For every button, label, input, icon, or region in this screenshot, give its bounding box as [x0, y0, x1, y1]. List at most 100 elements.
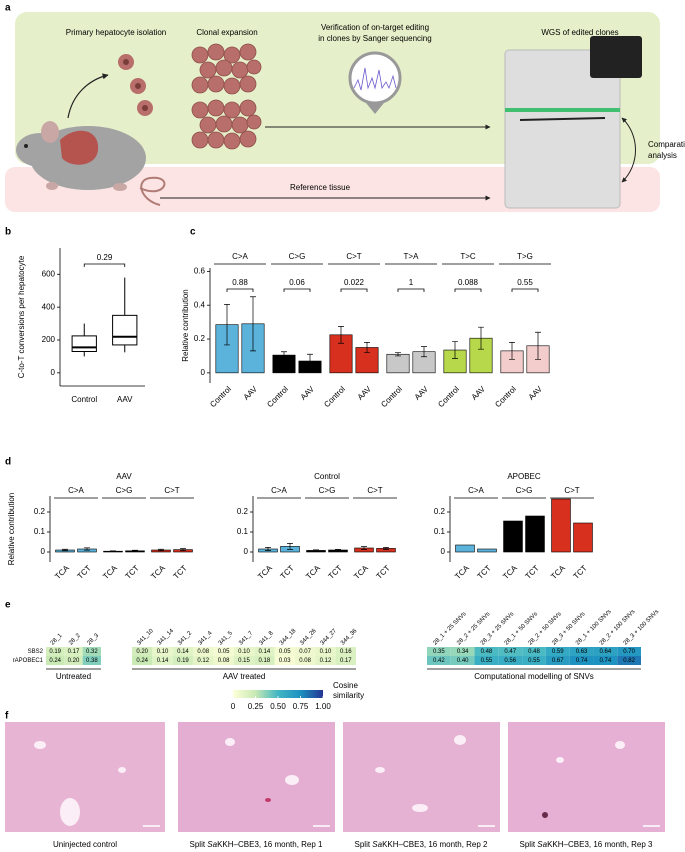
error-bar: [395, 352, 401, 357]
x-tick-label: AAV: [117, 395, 133, 404]
cell-label: 0.14: [259, 649, 271, 655]
heatmap-cell: [427, 647, 451, 656]
cell-label: 0.42: [433, 658, 445, 664]
x-tick-label: TCT: [279, 563, 296, 580]
bracket: [397, 288, 425, 292]
heatmap-cell: [132, 647, 153, 656]
caption-text: Split: [190, 840, 208, 849]
heatmap-cell: [450, 647, 475, 656]
error-bar: [478, 326, 484, 350]
y-tick-label: 0.2: [237, 507, 249, 516]
x-tick-label: TCT: [375, 563, 392, 580]
step-label: WGS of edited clones: [541, 28, 618, 37]
p-value: 0.088: [458, 278, 479, 287]
heatmap-cell: [593, 656, 618, 665]
bar: [551, 498, 571, 553]
heatmap-cell: [522, 656, 546, 665]
x-tick-label: TCA: [501, 563, 519, 581]
heatmap-cell: [172, 647, 194, 656]
heatmap-cell: [213, 656, 234, 665]
column-label: 28_1: [50, 632, 64, 646]
heatmap-cell: [315, 647, 336, 656]
panel-label: d: [5, 457, 11, 468]
facet-label: T>A: [404, 252, 420, 261]
error-bar: [383, 547, 389, 550]
heatmap-cell: [64, 656, 83, 665]
cell-label: 0.15: [238, 658, 250, 664]
error-bar: [313, 549, 319, 552]
colorbar-tick-label: 1.00: [315, 702, 331, 711]
heatmap-cell: [193, 647, 214, 656]
facet-label: T>C: [460, 252, 476, 261]
x-tick-label: TCA: [304, 563, 322, 581]
y-tick-label: 0: [51, 368, 56, 377]
x-tick-label: TCT: [327, 563, 344, 580]
heatmap-cell: [569, 656, 594, 665]
column-label: 341_10: [136, 628, 155, 647]
bar: [573, 522, 593, 553]
heatmap-cell: [545, 656, 570, 665]
box: [112, 314, 138, 346]
group-label: AAV treated: [223, 672, 266, 681]
error-bar: [180, 548, 186, 551]
p-value: 1: [409, 278, 414, 287]
x-tick-label: TCA: [101, 563, 119, 581]
x-tick-label: AAV: [242, 384, 260, 402]
cell-label: 0.24: [49, 658, 61, 664]
bar: [503, 520, 523, 553]
y-tick-label: 0: [441, 547, 446, 556]
cell-label: 0.18: [259, 658, 271, 664]
x-tick-label: Control: [322, 384, 347, 409]
panel-label: a: [5, 3, 11, 14]
cell-label: 0.10: [320, 649, 332, 655]
facet-label: C>T: [164, 486, 179, 495]
bar: [477, 548, 497, 553]
row-label: rAPOBEC1: [13, 658, 44, 664]
cell-label: 0.12: [320, 658, 332, 664]
step-label: Clonal expansion: [196, 28, 257, 37]
colorbar-tick-label: 0.50: [270, 702, 286, 711]
facet-label: C>A: [68, 486, 84, 495]
schematic: [5, 12, 660, 212]
chart-title: AAV: [116, 472, 132, 481]
heatmap-cell: [82, 647, 101, 656]
heatmap-cell: [152, 656, 173, 665]
heatmap-cell: [64, 647, 83, 656]
facet-label: T>G: [517, 252, 533, 261]
y-tick-label: 400: [42, 302, 56, 311]
colorbar: [233, 690, 323, 698]
bracket: [226, 288, 254, 292]
heatmap-cell: [172, 656, 194, 665]
cell-label: 0.74: [576, 658, 588, 664]
cell-label: 0.16: [340, 649, 352, 655]
group-label: Computational modelling of SNVs: [474, 672, 594, 681]
caption-text: Split: [355, 840, 373, 849]
cell-label: 0.64: [599, 649, 611, 655]
facet-label: C>T: [564, 486, 579, 495]
heatmap-cell: [213, 647, 234, 656]
error-bar: [361, 546, 367, 550]
x-tick-label: Control: [71, 395, 97, 404]
step-label: Reference tissue: [290, 183, 351, 192]
error-bar: [224, 304, 230, 346]
p-value: 0.022: [344, 278, 365, 287]
error-bar: [452, 341, 458, 359]
cell-label: 0.19: [49, 649, 61, 655]
heatmap-cell: [294, 656, 316, 665]
image-caption: Split SaKKH–CBE3, 16 month, Rep 2: [355, 840, 489, 849]
x-tick-label: TCA: [256, 563, 274, 581]
x-tick-label: TCT: [124, 563, 141, 580]
bracket: [283, 288, 311, 292]
heatmap-cell: [315, 656, 336, 665]
y-tick-label: 0.2: [34, 507, 46, 516]
cell-label: 0.08: [197, 649, 209, 655]
step-label: Comparative: [648, 140, 685, 149]
cell-label: 0.08: [218, 658, 230, 664]
image-caption: Split SaKKH–CBE3, 16 month, Rep 1: [190, 840, 324, 849]
step-label: analysis: [648, 151, 677, 160]
heatmap-cell: [294, 647, 316, 656]
x-tick-label: TCA: [549, 563, 567, 581]
cell-label: 0.55: [528, 658, 540, 664]
x-tick-label: TCT: [172, 563, 189, 580]
